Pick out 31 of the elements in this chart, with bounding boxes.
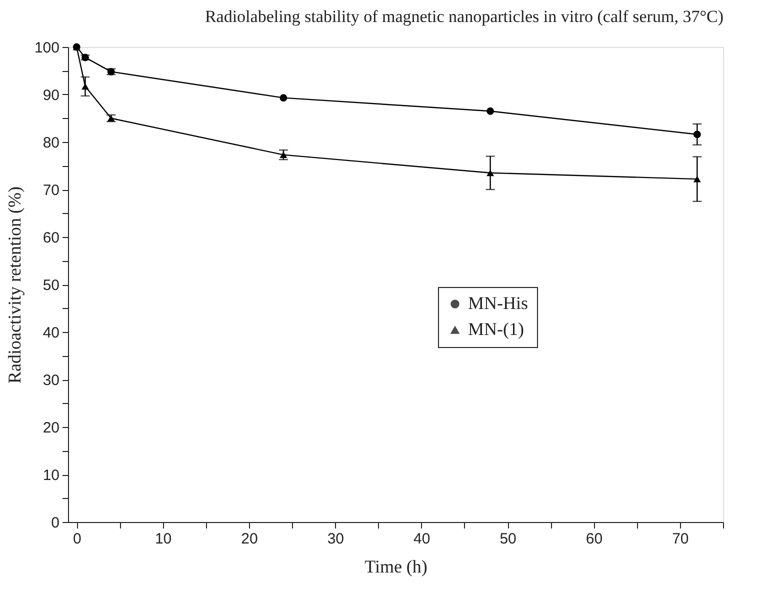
x-tick-label: 60 xyxy=(586,530,603,548)
y-tick-label: 60 xyxy=(42,230,60,246)
y-tick-label: 80 xyxy=(42,134,60,152)
point xyxy=(280,94,288,102)
x-tick-label: 10 xyxy=(154,530,172,548)
point xyxy=(280,152,288,158)
y-tick-label: 50 xyxy=(42,277,60,294)
x-tick-label: 50 xyxy=(500,530,516,548)
legend-label: MN-His xyxy=(468,293,528,313)
point xyxy=(486,107,494,115)
chart-title: Radiolabeling stability of magnetic nanoparticles in vitro (calf serum, 37°C) xyxy=(204,7,724,26)
y-axis-title: Radioactivity retention (%) xyxy=(4,186,24,384)
y-tick-label: 40 xyxy=(42,324,60,342)
x-tick-label: 30 xyxy=(327,530,344,548)
point xyxy=(693,176,701,182)
y-tick-label: 100 xyxy=(34,40,60,56)
x-tick-label: 40 xyxy=(414,530,430,548)
y-tick-label: 70 xyxy=(42,182,60,199)
x-tick-label: 20 xyxy=(241,530,258,548)
point xyxy=(693,130,701,138)
y-tick-label: 0 xyxy=(51,514,60,532)
x-axis-title: Time (h) xyxy=(364,556,428,576)
point xyxy=(82,83,89,90)
legend-label: MN-(1) xyxy=(468,319,524,339)
y-tick-label: 20 xyxy=(42,420,60,436)
x-tick-label: 0 xyxy=(72,530,82,548)
y-tick-label: 30 xyxy=(42,372,60,389)
y-tick-label: 90 xyxy=(42,87,60,104)
x-tick-label: 70 xyxy=(672,530,689,548)
y-tick-label: 10 xyxy=(42,467,60,484)
point xyxy=(486,170,494,176)
